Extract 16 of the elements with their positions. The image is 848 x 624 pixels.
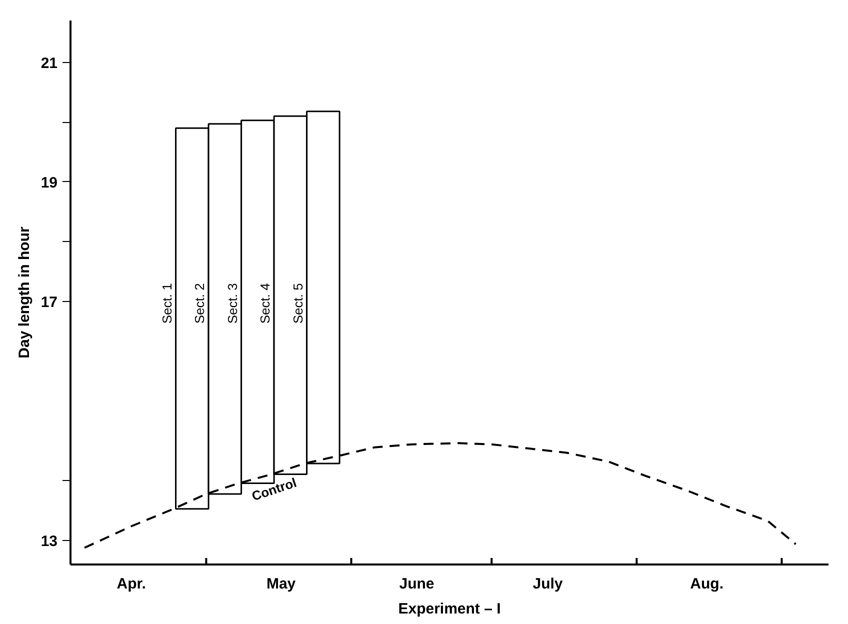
x-tick-label: May: [266, 576, 296, 592]
y-tick-label: 13: [40, 533, 58, 550]
annotation: Sect. 2: [192, 283, 208, 324]
x-tick-label: July: [532, 576, 564, 592]
y-tick-label: 17: [40, 294, 58, 311]
annotation: Sect. 4: [258, 283, 273, 324]
annotation: Sect. 3: [224, 283, 240, 324]
x-tick-label: June: [399, 576, 434, 592]
x-tick-label: Apr.: [116, 576, 146, 592]
y-tick-label: 19: [40, 174, 58, 192]
y-tick-label: 21: [40, 54, 58, 72]
annotation: Sect. 5: [290, 283, 306, 324]
y-axis-title: Day length in hour: [16, 226, 33, 358]
x-axis-title: Experiment – I: [398, 600, 501, 618]
annotation: Sect. 1: [159, 283, 174, 324]
x-tick-label: Aug.: [690, 576, 724, 592]
